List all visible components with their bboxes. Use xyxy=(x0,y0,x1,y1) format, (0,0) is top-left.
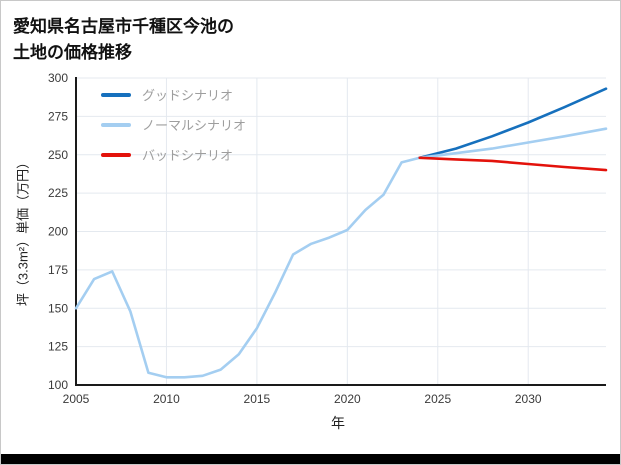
legend-swatch-good xyxy=(101,92,131,97)
legend-item-good: グッドシナリオ xyxy=(101,85,246,104)
y-tick-label: 300 xyxy=(48,71,68,85)
x-tick-label: 2010 xyxy=(153,392,180,406)
bottom-bar xyxy=(1,454,620,464)
y-tick-label: 200 xyxy=(48,225,68,239)
y-axis-label: 坪（3.3m²）単価（万円） xyxy=(15,155,31,307)
x-tick-label: 2030 xyxy=(515,392,542,406)
legend-swatch-bad xyxy=(101,152,131,157)
legend-item-normal: ノーマルシナリオ xyxy=(101,115,246,134)
series-line-normal xyxy=(418,127,608,160)
x-tick-label: 2025 xyxy=(424,392,451,406)
y-tick-label: 250 xyxy=(48,148,68,162)
chart-title: 愛知県名古屋市千種区今池の 土地の価格推移 xyxy=(1,1,620,65)
x-tick-label: 2020 xyxy=(334,392,361,406)
series-line-historical xyxy=(74,156,422,379)
series-line-bad xyxy=(418,156,608,172)
line-chart: 100 125 150 175 200 225 250 275 300 2005 2010 2015 2… xyxy=(48,71,608,406)
legend-label-good: グッドシナリオ xyxy=(142,88,234,103)
y-tick-label: 100 xyxy=(48,378,68,392)
y-tick-label: 125 xyxy=(48,340,68,354)
legend-swatch-normal xyxy=(101,122,131,127)
y-tick-label: 275 xyxy=(48,109,68,123)
y-tick-label: 150 xyxy=(48,301,68,315)
chart-title-line2: 土地の価格推移 xyxy=(13,42,132,62)
legend-label-normal: ノーマルシナリオ xyxy=(142,118,247,133)
legend-item-bad: バッドシナリオ xyxy=(101,145,246,164)
x-axis-label: 年 xyxy=(331,415,345,431)
y-tick-label: 225 xyxy=(48,186,68,200)
x-tick-label: 2015 xyxy=(244,392,271,406)
legend: グッドシナリオ ノーマルシナリオ バッドシナリオ xyxy=(101,85,246,164)
series-line-good xyxy=(418,87,608,160)
x-tick-label: 2005 xyxy=(63,392,90,406)
chart-title-line1: 愛知県名古屋市千種区今池の xyxy=(13,17,234,36)
legend-label-bad: バッドシナリオ xyxy=(142,148,234,163)
chart-area: 100 125 150 175 200 225 250 275 300 2005 2010 2015 2… xyxy=(1,65,620,445)
y-tick-label: 175 xyxy=(48,263,68,277)
